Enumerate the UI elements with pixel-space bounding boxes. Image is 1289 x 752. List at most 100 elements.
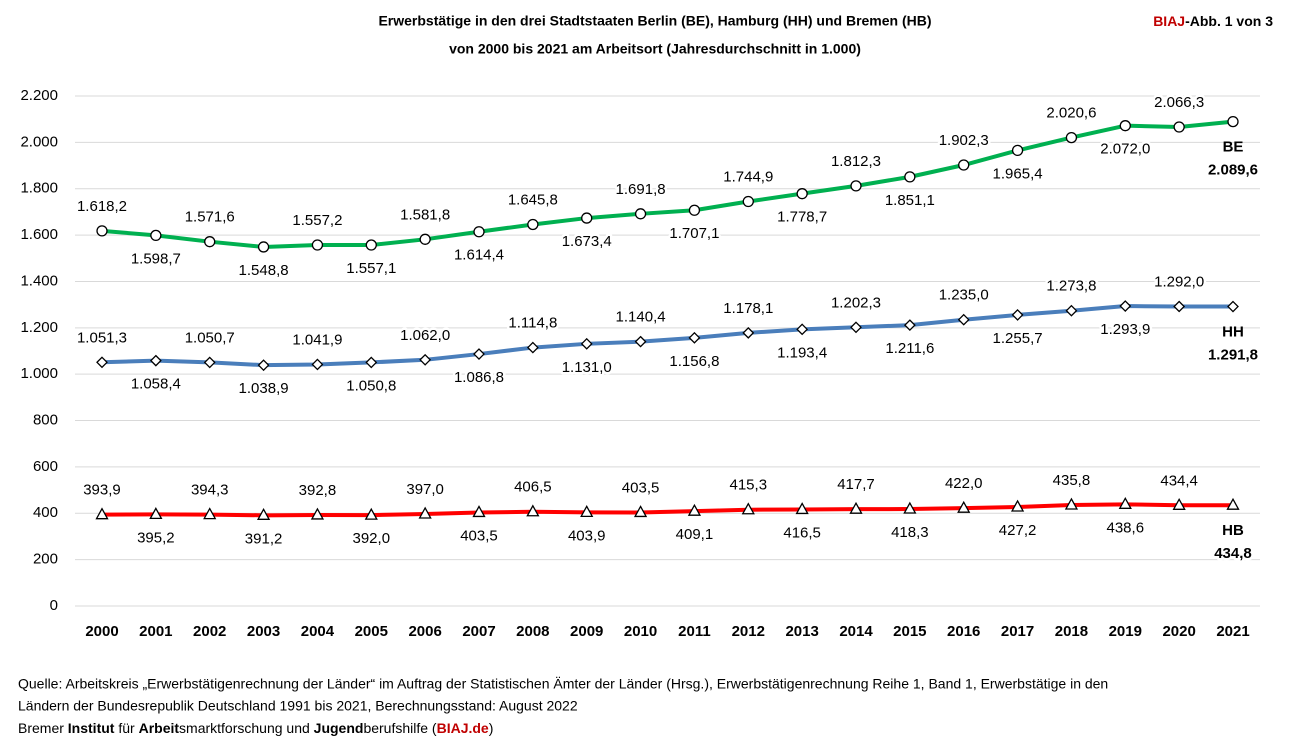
credit-part: Arbeit [139, 720, 180, 736]
marker [741, 502, 755, 515]
marker [1226, 497, 1240, 510]
series-line [101, 119, 1234, 249]
marker [526, 341, 539, 354]
value-label: 1.050,8 [346, 377, 396, 394]
marker [957, 500, 971, 513]
value-label: 403,5 [460, 527, 498, 544]
marker [1118, 496, 1132, 509]
marker [257, 241, 270, 253]
x-tick-label: 2008 [516, 623, 549, 640]
value-label: 403,9 [568, 527, 606, 544]
value-label: 2.089,6 [1208, 162, 1258, 179]
value-label: 397,0 [406, 481, 444, 498]
marker [149, 354, 162, 367]
marker [903, 501, 917, 514]
value-label: 1.131,0 [562, 359, 612, 376]
value-label: 1.293,9 [1100, 321, 1150, 338]
credit-part: Bremer [18, 720, 68, 736]
x-tick-label: 2005 [355, 623, 388, 640]
value-label: 406,5 [514, 479, 552, 496]
x-tick-label: 2007 [462, 623, 495, 640]
marker [850, 180, 862, 192]
marker [1065, 131, 1078, 144]
marker [904, 171, 916, 183]
chart-title: Erwerbstätige in den drei Stadtstaaten B… [378, 13, 931, 29]
marker [257, 359, 270, 372]
marker [365, 356, 378, 369]
series-line [101, 304, 1234, 368]
x-tick-label: 2012 [732, 623, 765, 640]
value-label: 1.557,1 [346, 260, 396, 277]
marker [364, 507, 378, 520]
x-tick-label: 2000 [85, 623, 118, 640]
marker [473, 348, 485, 360]
value-label: 1.202,3 [831, 294, 881, 311]
marker [310, 507, 325, 520]
marker [634, 335, 647, 348]
marker [795, 502, 809, 515]
marker [687, 503, 702, 516]
value-label: 1.178,1 [723, 300, 773, 317]
x-tick-label: 2011 [678, 623, 711, 640]
x-tick-label: 2020 [1162, 623, 1195, 640]
value-label: 394,3 [191, 482, 229, 499]
value-label: 1.235,0 [939, 287, 989, 304]
marker [527, 218, 539, 231]
value-label: 1.255,7 [993, 330, 1043, 347]
value-label: 415,3 [730, 477, 768, 494]
marker [1119, 300, 1132, 312]
credit-link: BIAJ.de [437, 720, 489, 736]
value-label: 1.292,0 [1154, 273, 1204, 290]
value-label: 403,5 [622, 479, 660, 496]
y-tick-label: 1.400 [20, 272, 58, 289]
value-label: 1.744,9 [723, 168, 773, 185]
value-label: 1.062,0 [400, 327, 450, 344]
marker [958, 159, 970, 171]
marker [796, 323, 809, 336]
marker [1227, 115, 1239, 128]
chart-subtitle: von 2000 bis 2021 am Arbeitsort (Jahresd… [449, 41, 861, 57]
figure-number: BIAJ-Abb. 1 von 3 [1153, 13, 1273, 29]
credit-part: Jugend [314, 720, 364, 736]
value-label: 1.051,3 [77, 329, 127, 346]
marker [204, 236, 216, 248]
marker [419, 233, 431, 245]
marker [1011, 144, 1024, 157]
value-label: 1.050,7 [185, 329, 235, 346]
marker [1227, 300, 1239, 313]
value-label: 409,1 [676, 526, 714, 543]
credit-part: berufshilfe ( [363, 720, 436, 736]
marker [203, 507, 217, 520]
value-label: 393,9 [83, 482, 121, 499]
y-tick-label: 2.000 [20, 133, 58, 150]
value-label: 1.273,8 [1046, 278, 1096, 295]
marker [688, 331, 701, 344]
value-label: 416,5 [783, 524, 821, 541]
x-tick-label: 2009 [570, 623, 603, 640]
value-label: 1.548,8 [239, 262, 289, 279]
marker [473, 226, 485, 238]
marker [96, 225, 108, 237]
value-label: 1.571,6 [185, 209, 235, 226]
marker [418, 506, 432, 519]
value-label: 427,2 [999, 522, 1037, 539]
value-label: 1.041,9 [292, 331, 342, 348]
value-label: 1.902,3 [939, 132, 989, 149]
marker [742, 195, 754, 208]
marker [903, 319, 916, 332]
x-tick-label: 2015 [893, 623, 926, 640]
value-label: 1.851,1 [885, 192, 935, 209]
value-label: 1.038,9 [239, 380, 289, 397]
marker [256, 507, 271, 520]
marker [633, 505, 648, 518]
y-tick-label: 600 [33, 458, 58, 475]
marker [311, 358, 324, 371]
value-label: 2.020,6 [1046, 105, 1096, 122]
marker [419, 353, 432, 366]
credit-part: Institut [68, 720, 115, 736]
y-tick-label: 1.200 [20, 319, 58, 336]
series-line [101, 502, 1234, 518]
marker [1173, 300, 1186, 313]
marker [796, 188, 808, 200]
